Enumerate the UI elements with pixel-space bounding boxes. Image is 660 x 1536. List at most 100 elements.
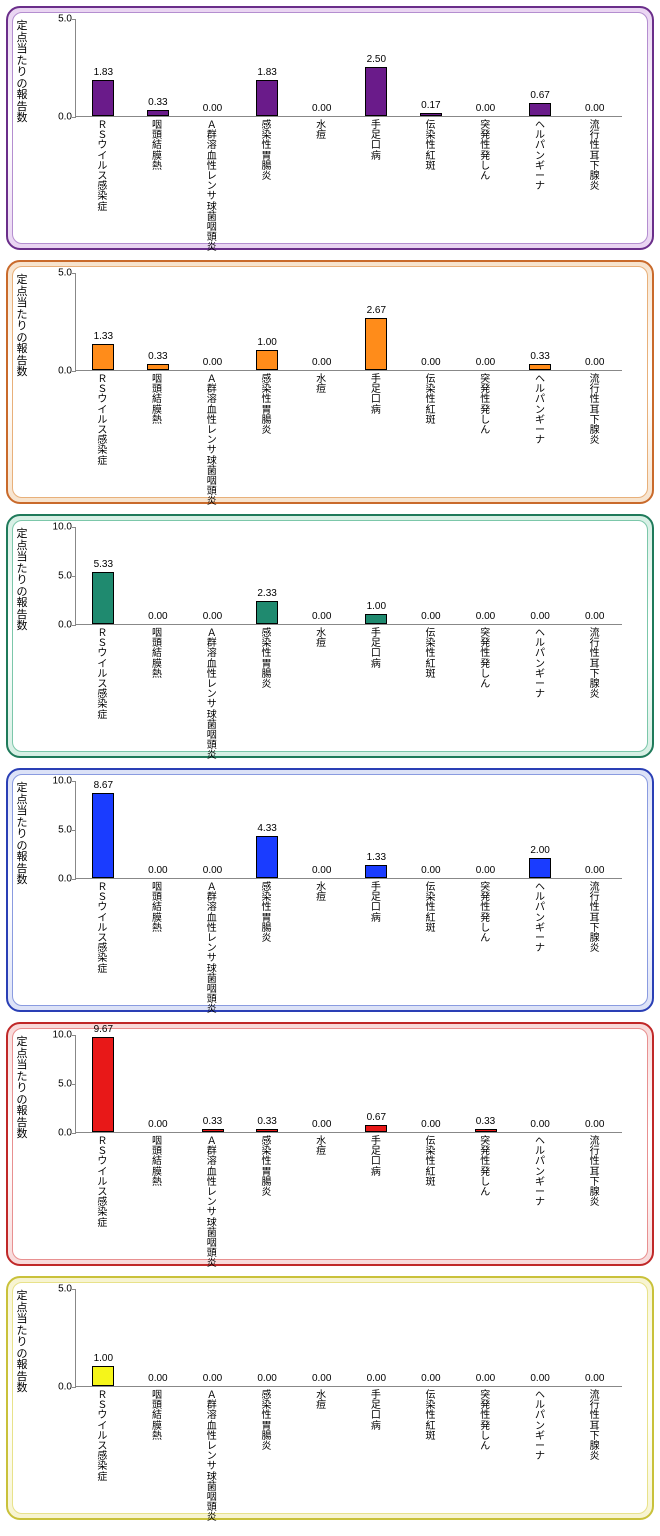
value-label: 0.00 bbox=[530, 611, 549, 622]
x-tick-label: Ａ群溶血性レンサ球菌咽頭炎 bbox=[205, 375, 219, 507]
value-label: 0.33 bbox=[148, 351, 167, 362]
value-label: 1.33 bbox=[94, 331, 113, 342]
x-tick-label: 流行性耳下腺炎 bbox=[588, 121, 602, 192]
x-tick-label: Ａ群溶血性レンサ球菌咽頭炎 bbox=[205, 883, 219, 1015]
x-tick-label: 流行性耳下腺炎 bbox=[588, 1391, 602, 1462]
value-label: 0.00 bbox=[203, 357, 222, 368]
value-label: 1.00 bbox=[257, 337, 276, 348]
x-tick-label: ＲＳウイルス感染症 bbox=[95, 1137, 109, 1229]
value-label: 0.00 bbox=[148, 1119, 167, 1130]
x-tick-label: 流行性耳下腺炎 bbox=[588, 629, 602, 700]
y-tick-label: 5.0 bbox=[40, 1284, 72, 1295]
bar bbox=[420, 113, 442, 116]
value-label: 0.00 bbox=[312, 103, 331, 114]
x-tick-label: ヘルパンギーナ bbox=[533, 121, 547, 192]
value-label: 0.00 bbox=[585, 865, 604, 876]
x-tick-label: 伝染性紅斑 bbox=[424, 375, 438, 426]
y-tick-label: 0.0 bbox=[40, 112, 72, 123]
x-tick-label: ヘルパンギーナ bbox=[533, 883, 547, 954]
bar bbox=[92, 1366, 114, 1386]
x-tick-label: 咽頭結膜熱 bbox=[150, 375, 164, 426]
value-label: 0.00 bbox=[203, 103, 222, 114]
bar bbox=[92, 1037, 114, 1132]
bar bbox=[256, 836, 278, 878]
value-label: 0.00 bbox=[530, 1373, 549, 1384]
x-tick-label: 水痘 bbox=[314, 121, 328, 141]
x-tick-label: ＲＳウイルス感染症 bbox=[95, 629, 109, 721]
x-tick-label: 突発性発しん bbox=[478, 1391, 492, 1452]
chart-panel: 中区の疾患別定点当たり報告数定点当たりの報告数0.05.010.08.670.0… bbox=[6, 768, 654, 1012]
bar-chart: 南区の疾患別定点当たり報告数定点当たりの報告数0.05.010.09.670.0… bbox=[13, 1029, 647, 1259]
bar bbox=[256, 601, 278, 624]
value-label: 1.83 bbox=[257, 67, 276, 78]
x-tick-label: ヘルパンギーナ bbox=[533, 629, 547, 700]
value-label: 0.67 bbox=[530, 90, 549, 101]
bar bbox=[365, 865, 387, 878]
value-label: 0.00 bbox=[421, 1119, 440, 1130]
plot-area: 0.05.010.08.670.000.004.330.001.330.000.… bbox=[75, 781, 622, 879]
y-tick-label: 5.0 bbox=[40, 268, 72, 279]
x-tick-label: 伝染性紅斑 bbox=[424, 883, 438, 934]
y-tick-label: 0.0 bbox=[40, 1382, 72, 1393]
x-tick-label: 手足口病 bbox=[369, 883, 383, 924]
x-tick-label: 伝染性紅斑 bbox=[424, 629, 438, 680]
value-label: 0.00 bbox=[421, 611, 440, 622]
value-label: 0.00 bbox=[312, 1119, 331, 1130]
x-tick-label: 咽頭結膜熱 bbox=[150, 883, 164, 934]
x-tick-label: 感染性胃腸炎 bbox=[259, 1391, 273, 1452]
value-label: 0.00 bbox=[148, 865, 167, 876]
x-tick-label: 水痘 bbox=[314, 629, 328, 649]
y-axis-label: 定点当たりの報告数 bbox=[15, 1037, 29, 1141]
value-label: 0.00 bbox=[203, 1373, 222, 1384]
value-label: 2.67 bbox=[367, 305, 386, 316]
value-label: 0.00 bbox=[312, 357, 331, 368]
value-label: 0.00 bbox=[421, 357, 440, 368]
y-tick-label: 0.0 bbox=[40, 620, 72, 631]
value-label: 0.00 bbox=[585, 611, 604, 622]
x-tick-label: 水痘 bbox=[314, 883, 328, 903]
chart-panel: 西区の疾患別定点当たり報告数定点当たりの報告数0.05.010.05.330.0… bbox=[6, 514, 654, 758]
value-label: 2.50 bbox=[367, 54, 386, 65]
value-label: 0.33 bbox=[476, 1116, 495, 1127]
x-tick-label: 伝染性紅斑 bbox=[424, 1391, 438, 1442]
value-label: 0.00 bbox=[203, 611, 222, 622]
x-tick-label: 突発性発しん bbox=[478, 629, 492, 690]
plot-area: 0.05.01.330.330.001.000.002.670.000.000.… bbox=[75, 273, 622, 371]
value-label: 4.33 bbox=[257, 823, 276, 834]
value-label: 0.00 bbox=[203, 865, 222, 876]
value-label: 0.00 bbox=[530, 1119, 549, 1130]
bar bbox=[365, 614, 387, 624]
bar bbox=[92, 572, 114, 624]
x-tick-label: 流行性耳下腺炎 bbox=[588, 1137, 602, 1208]
value-label: 0.00 bbox=[312, 865, 331, 876]
value-label: 0.00 bbox=[585, 103, 604, 114]
plot-area: 0.05.01.000.000.000.000.000.000.000.000.… bbox=[75, 1289, 622, 1387]
x-tick-label: 咽頭結膜熱 bbox=[150, 629, 164, 680]
x-tick-label: 手足口病 bbox=[369, 375, 383, 416]
x-tick-label: 伝染性紅斑 bbox=[424, 1137, 438, 1188]
x-tick-label: ＲＳウイルス感染症 bbox=[95, 1391, 109, 1483]
value-label: 1.00 bbox=[94, 1353, 113, 1364]
value-label: 0.00 bbox=[421, 865, 440, 876]
value-label: 0.00 bbox=[148, 611, 167, 622]
y-tick-label: 0.0 bbox=[40, 366, 72, 377]
bar-chart: 西区の疾患別定点当たり報告数定点当たりの報告数0.05.010.05.330.0… bbox=[13, 521, 647, 751]
value-label: 0.00 bbox=[421, 1373, 440, 1384]
plot-area: 0.05.010.09.670.000.330.330.000.670.000.… bbox=[75, 1035, 622, 1133]
y-tick-label: 5.0 bbox=[40, 1079, 72, 1090]
value-label: 0.00 bbox=[312, 1373, 331, 1384]
bar bbox=[365, 67, 387, 116]
value-label: 5.33 bbox=[94, 559, 113, 570]
x-tick-label: 突発性発しん bbox=[478, 883, 492, 944]
x-tick-label: 水痘 bbox=[314, 1391, 328, 1411]
bar bbox=[92, 793, 114, 878]
x-tick-label: Ａ群溶血性レンサ球菌咽頭炎 bbox=[205, 629, 219, 761]
value-label: 0.00 bbox=[476, 865, 495, 876]
x-tick-label: Ａ群溶血性レンサ球菌咽頭炎 bbox=[205, 1137, 219, 1269]
bar bbox=[529, 364, 551, 370]
value-label: 0.00 bbox=[367, 1373, 386, 1384]
chart-panel: 堺区の疾患別定点当たり報告数定点当たりの報告数0.05.01.330.330.0… bbox=[6, 260, 654, 504]
x-tick-label: 手足口病 bbox=[369, 629, 383, 670]
value-label: 1.83 bbox=[94, 67, 113, 78]
value-label: 0.00 bbox=[257, 1373, 276, 1384]
